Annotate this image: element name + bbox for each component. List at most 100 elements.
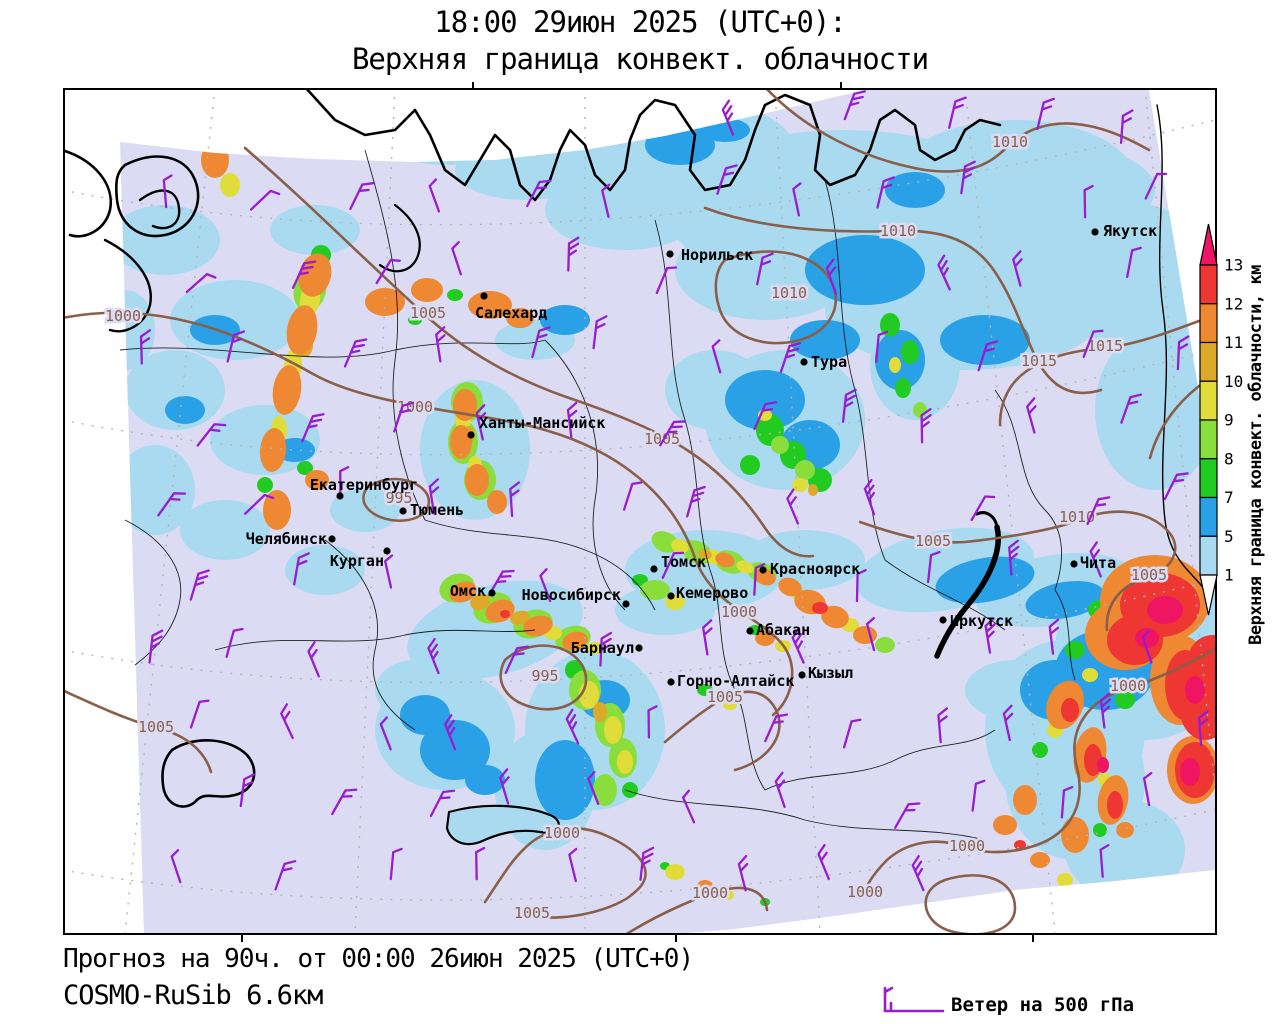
isobar-label: 1005 — [410, 304, 446, 322]
cloud-blob — [165, 396, 205, 424]
cloud-blob — [535, 740, 595, 820]
colorbar-over-arrow — [1200, 224, 1217, 265]
city-label: Барнаул — [571, 639, 634, 657]
city-dot — [480, 292, 487, 299]
isobar-label: 1005 — [1131, 566, 1167, 584]
cloud-blob — [853, 626, 877, 644]
isobar-label: 1010 — [992, 133, 1028, 151]
colorbar-tick: 12 — [1224, 294, 1243, 313]
wind-legend-label: Ветер на 500 гПа — [951, 994, 1134, 1016]
city-dot — [798, 671, 805, 678]
cloud-blob — [1147, 596, 1183, 624]
cloud-blob — [1061, 817, 1089, 853]
isobar-label: 1005 — [915, 532, 951, 550]
colorbar-tick: 13 — [1224, 256, 1243, 275]
city-marker: Челябинск — [246, 530, 336, 548]
isobar-label: 1010 — [771, 284, 807, 302]
city-label: Кызыл — [808, 664, 853, 682]
forecast-map: 1000100510101010101010151015100010059951… — [65, 90, 1215, 933]
cloud-blob — [617, 750, 633, 774]
cloud-blob — [808, 484, 818, 496]
cloud-blob — [1180, 758, 1200, 786]
isobar-label: 1010 — [880, 222, 916, 240]
colorbar-segment — [1200, 343, 1217, 382]
colorbar-segment — [1200, 498, 1217, 537]
isobar-label: 1000 — [105, 307, 141, 325]
cloud-blob — [771, 436, 789, 454]
model-info: COSMO-RuSib 6.6км — [63, 980, 322, 1011]
colorbar-segment — [1200, 265, 1217, 304]
cloud-blob — [1013, 785, 1037, 815]
cloud-blob — [540, 305, 590, 335]
cloud-blob — [110, 205, 220, 275]
city-label: Новосибирск — [522, 586, 621, 604]
isobar-label: 1000 — [1110, 677, 1146, 695]
cloud-blob — [220, 173, 240, 197]
city-marker: Абакан — [746, 621, 810, 639]
cloud-blob — [1107, 791, 1123, 819]
cloud-blob — [993, 815, 1017, 835]
city-label: Челябинск — [246, 530, 327, 548]
city-marker: Красноярск — [759, 560, 860, 578]
cloud-blob — [700, 118, 750, 142]
isobar-label: 1000 — [692, 884, 728, 902]
city-label: Омск — [450, 582, 486, 600]
cloud-blob — [1065, 800, 1185, 900]
cloud-blob — [1116, 822, 1134, 838]
city-label: Ханты-Мансийск — [479, 414, 605, 432]
city-label: Якутск — [1103, 222, 1157, 240]
cloud-blob — [604, 716, 622, 744]
cloud-blob — [913, 402, 927, 418]
city-label: Абакан — [756, 621, 810, 639]
map-frame: 1000100510101010101010151015100010059951… — [63, 88, 1217, 935]
cloud-blob — [1185, 676, 1205, 704]
city-label: Кемерово — [676, 584, 748, 602]
colorbar-under-arrow — [1200, 575, 1217, 615]
city-label: Курган — [330, 552, 384, 570]
cloud-blob — [895, 378, 911, 398]
colorbar-tick: 9 — [1224, 411, 1234, 430]
city-dot — [667, 592, 674, 599]
cloud-blob — [1093, 823, 1107, 837]
city-label: Красноярск — [770, 560, 860, 578]
cloud-blob — [465, 765, 505, 795]
city-dot — [488, 589, 495, 596]
cloud-blob — [740, 455, 760, 475]
cloud-blob — [400, 695, 450, 735]
city-dot — [399, 507, 406, 514]
city-marker: Кемерово — [667, 584, 748, 602]
cloud-blob — [1061, 698, 1079, 722]
cloud-blob — [1057, 873, 1073, 887]
forecast-info: Прогноз на 90ч. от 00:00 26июн 2025 (UTC… — [63, 944, 693, 974]
city-marker: Иркутск — [939, 612, 1013, 630]
frame-tick — [840, 82, 842, 89]
city-label: Чита — [1080, 554, 1116, 572]
cloud-blob — [795, 460, 815, 480]
colorbar-segment — [1200, 459, 1217, 498]
colorbar: 1312111098751 — [1193, 218, 1280, 630]
cloud-blob — [447, 289, 463, 301]
frame-tick — [1032, 935, 1034, 942]
colorbar-tick: 11 — [1224, 333, 1243, 352]
city-dot — [622, 600, 629, 607]
cloud-blob — [665, 864, 685, 880]
city-dot — [666, 250, 673, 257]
city-dot — [939, 616, 946, 623]
cloud-blob — [1097, 757, 1109, 773]
city-label: Екатеринбург — [310, 476, 418, 494]
colorbar-axis-label: Верхняя граница конвект. облачности, км — [1246, 265, 1266, 645]
isobar-label: 1000 — [544, 824, 580, 842]
city-dot — [1070, 560, 1077, 567]
wind-barb-icon — [875, 982, 947, 1016]
city-dot — [650, 565, 657, 572]
frame-tick — [675, 935, 677, 942]
city-dot — [328, 535, 335, 542]
city-label: Салехард — [475, 304, 547, 322]
wind-legend: Ветер на 500 гПа — [875, 980, 1134, 1016]
cloud-blob — [622, 782, 638, 798]
city-dot — [383, 547, 390, 554]
colorbar-tick: 1 — [1224, 566, 1234, 585]
cloud-blob — [901, 340, 919, 364]
isobar-label: 1005 — [514, 904, 550, 922]
cloud-blob — [1082, 668, 1098, 682]
